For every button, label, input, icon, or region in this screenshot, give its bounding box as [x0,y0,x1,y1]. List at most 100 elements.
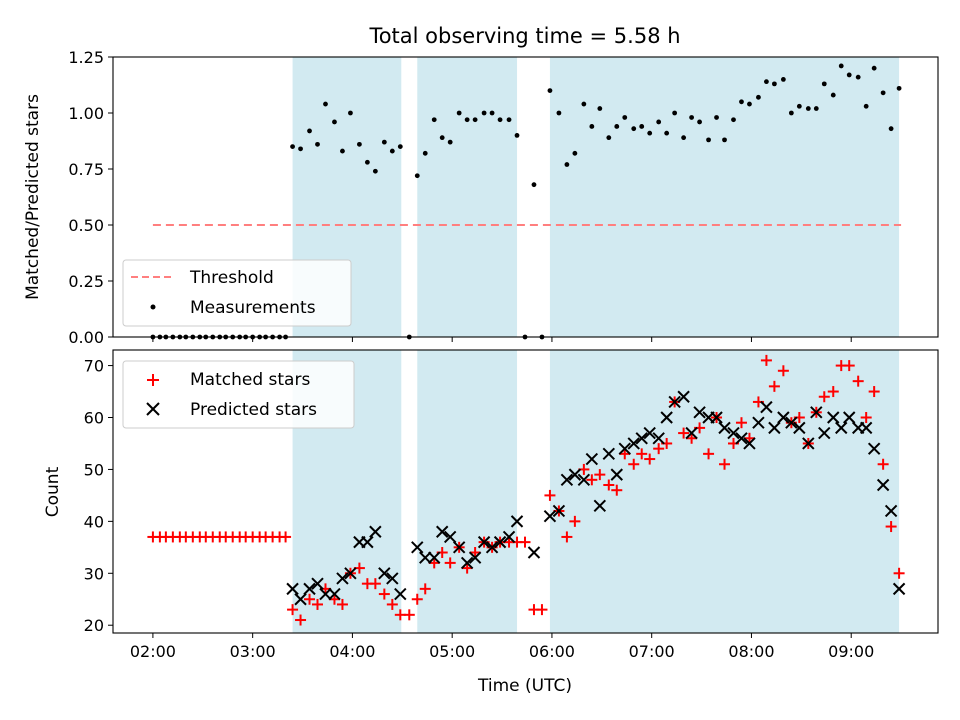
matched-star-point [827,386,839,398]
matched-star-point [461,562,473,574]
top-y-tick-label: 0.50 [68,216,104,235]
top-y-tick-label: 0.00 [68,328,104,347]
predicted-star-point [818,426,831,440]
measurement-point [472,117,478,123]
matched-star-point [287,604,299,616]
measurement-point [589,124,595,129]
predicted-star-point [378,567,391,580]
bottom-markers-layer [147,354,906,626]
predicted-star-point [660,411,673,424]
x-tick-label: 07:00 [629,642,675,661]
measurement-point [464,117,470,123]
predicted-star-point [835,421,848,435]
predicted-star-point [411,541,424,554]
predicted-star-point [286,582,299,596]
measurement-point [788,110,794,116]
predicted-star-point [867,442,881,455]
matched-legend-label: Matched stars [190,370,310,390]
matched-star-point [444,557,456,569]
matched-star-point [852,375,864,387]
measurements-legend-label: Measurements [190,298,316,318]
matched-star-point [678,427,690,439]
measurement-point [647,130,653,136]
measurement-point [821,81,827,87]
top-measurements-layer [150,63,902,340]
predicted-star-point [493,535,507,549]
measurement-point [332,119,337,125]
measurement-point [871,65,877,71]
matched-star-point [336,598,348,610]
predicted-star-point [810,406,823,419]
predicted-star-point [727,426,740,440]
predicted-star-point [760,400,773,414]
measurement-point [888,126,894,132]
predicted-star-point [752,416,765,429]
predicted-star-point [892,582,906,596]
predicted-star-point [328,587,341,601]
measurement-point [664,130,670,136]
measurement-point [323,101,328,107]
bottom-x-axis: 02:00 03:00 04:00 05:00 06:00 07:00 08:00 09:00 [130,633,874,661]
measurement-point [389,148,395,154]
measurement-point [372,168,378,174]
predicted-star-point [735,432,748,445]
measurement-point [456,110,462,116]
predicted-star-point [336,572,349,585]
measurement-point [489,110,495,116]
measurement-point [581,101,587,107]
x-tick-label: 06:00 [529,642,575,661]
top-shaded-interval-2 [417,57,518,337]
measurement-point [880,90,886,96]
matched-star-point [586,474,598,486]
measurement-point [846,72,852,78]
top-legend-box [122,259,352,327]
measurement-point [838,63,844,69]
predicted-star-point [361,535,374,549]
predicted-star-point [668,395,681,409]
predicted-star-point [319,587,332,601]
x-tick-label: 03:00 [230,642,276,661]
threshold-legend-label: Threshold [189,268,274,288]
predicted-star-point [585,452,599,466]
measurement-point [614,124,620,129]
matched-star-point [777,365,789,377]
predicted-star-point [577,473,591,487]
measurement-point [547,88,553,93]
measurements-legend-swatch [150,304,156,310]
predicted-star-point [593,499,607,512]
measurement-point [414,173,420,179]
bottom-y-tick-label: 50 [84,460,104,479]
predicted-star-point [468,551,482,564]
matched-star-point [369,578,381,590]
matched-legend-swatch [147,374,159,386]
measurement-point [771,81,777,87]
bottom-y-tick-label: 30 [84,564,104,583]
predicted-star-point [502,530,516,544]
measurement-point [622,115,628,120]
measurement-point [531,182,537,188]
predicted-star-point [560,473,574,487]
predicted-star-point [394,587,407,601]
predicted-star-point [743,437,756,450]
matched-star-point [686,432,698,444]
measurement-point [764,79,769,85]
predicted-star-point [344,567,357,580]
predicted-star-point [785,416,798,429]
predicted-star-point [311,577,324,590]
bottom-shaded-interval-2 [417,350,518,633]
matched-star-point [403,609,415,621]
predicted-legend-swatch [146,402,160,416]
measurement-point [556,110,562,116]
matched-star-point [843,360,855,372]
predicted-star-point [610,468,623,481]
measurement-point [422,150,428,156]
matched-star-point [719,458,731,470]
measurement-point [497,117,503,123]
measurement-point [830,92,836,98]
bottom-panel: 20 30 40 50 60 70 02:00 03:00 04:00 05:00 06:00 07… [43,349,939,696]
measurement-point [706,137,711,143]
matched-star-point [411,593,423,605]
matched-star-point [735,417,747,429]
measurement-point [597,106,603,111]
measurement-point [514,133,520,138]
